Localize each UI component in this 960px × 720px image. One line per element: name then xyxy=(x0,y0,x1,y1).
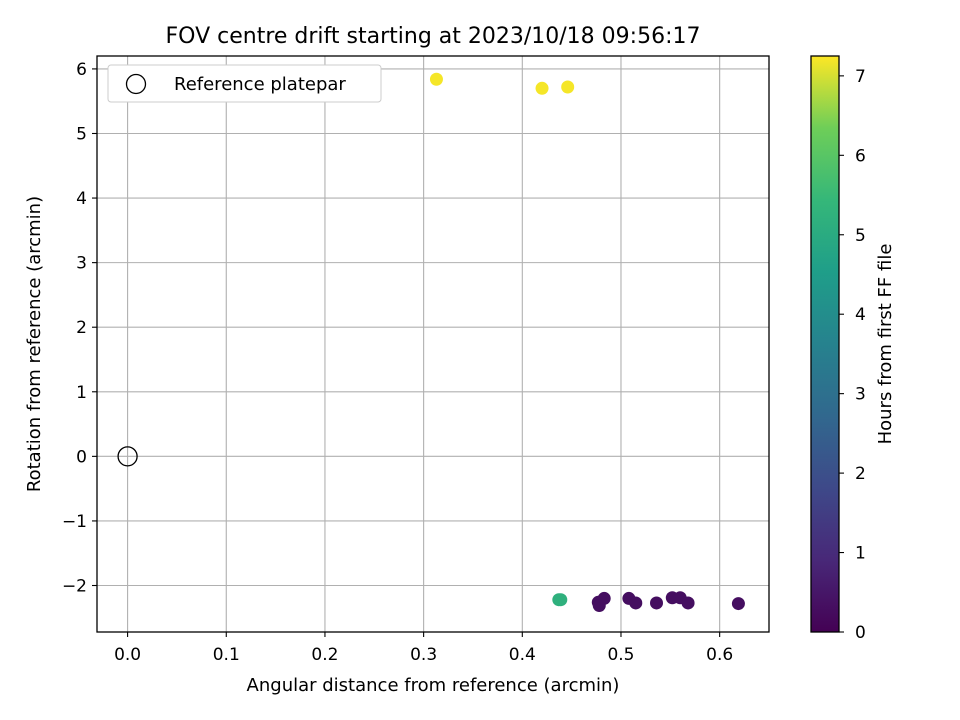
y-axis-ticks: −2 −1 0 1 2 3 4 5 6 xyxy=(62,60,97,597)
x-axis-ticks: 0.0 0.1 0.2 0.3 0.4 0.5 0.6 xyxy=(114,632,733,665)
colorbar-tick-label: 0 xyxy=(855,623,866,643)
grid xyxy=(97,56,769,632)
y-tick-label: 6 xyxy=(76,60,87,80)
colorbar-ticks: 0 1 2 3 4 5 6 7 xyxy=(839,67,866,643)
data-point xyxy=(535,81,549,95)
data-point xyxy=(561,80,575,94)
y-tick-label: 3 xyxy=(76,254,87,274)
data-point xyxy=(597,591,611,605)
legend-box xyxy=(107,64,382,103)
legend-label-reference: Reference platepar xyxy=(174,74,346,95)
colorbar: 0 1 2 3 4 5 6 7 Hours from first FF file xyxy=(810,55,896,643)
data-point xyxy=(554,593,568,607)
legend-marker-reference xyxy=(125,73,147,95)
data-point xyxy=(429,72,443,86)
colorbar-tick-label: 5 xyxy=(855,226,866,246)
y-tick-label: 5 xyxy=(76,124,87,144)
plot-frame xyxy=(96,55,770,633)
scatter-points xyxy=(429,72,745,613)
data-point xyxy=(629,596,643,610)
chart-title: FOV centre drift starting at 2023/10/18 … xyxy=(166,24,701,49)
colorbar-tick-label: 6 xyxy=(855,146,866,166)
x-tick-label: 0.3 xyxy=(410,645,437,665)
colorbar-tick-label: 2 xyxy=(855,464,866,484)
colorbar-tick-label: 3 xyxy=(855,385,866,405)
x-tick-label: 0.0 xyxy=(114,645,141,665)
y-tick-label: 4 xyxy=(76,189,87,209)
y-axis-label: Rotation from reference (arcmin) xyxy=(24,196,45,492)
y-tick-label: 0 xyxy=(76,447,87,467)
y-tick-label: 2 xyxy=(76,318,87,338)
x-tick-label: 0.1 xyxy=(213,645,240,665)
reference-layer xyxy=(117,446,138,467)
x-tick-label: 0.5 xyxy=(607,645,634,665)
colorbar-gradient xyxy=(810,55,840,633)
data-point xyxy=(650,596,664,610)
y-tick-label: 1 xyxy=(76,383,87,403)
x-tick-label: 0.6 xyxy=(706,645,733,665)
data-point xyxy=(681,596,695,610)
reference-platepar-marker xyxy=(117,446,138,467)
legend: Reference platepar xyxy=(107,64,382,103)
x-tick-label: 0.4 xyxy=(509,645,536,665)
x-tick-label: 0.2 xyxy=(311,645,338,665)
colorbar-tick-label: 7 xyxy=(855,67,866,87)
data-point xyxy=(731,597,745,611)
y-tick-label: −1 xyxy=(62,512,87,532)
x-axis-label: Angular distance from reference (arcmin) xyxy=(247,675,620,696)
colorbar-label: Hours from first FF file xyxy=(875,244,896,445)
colorbar-tick-label: 4 xyxy=(855,305,866,325)
colorbar-tick-label: 1 xyxy=(855,544,866,564)
y-tick-label: −2 xyxy=(62,577,87,597)
